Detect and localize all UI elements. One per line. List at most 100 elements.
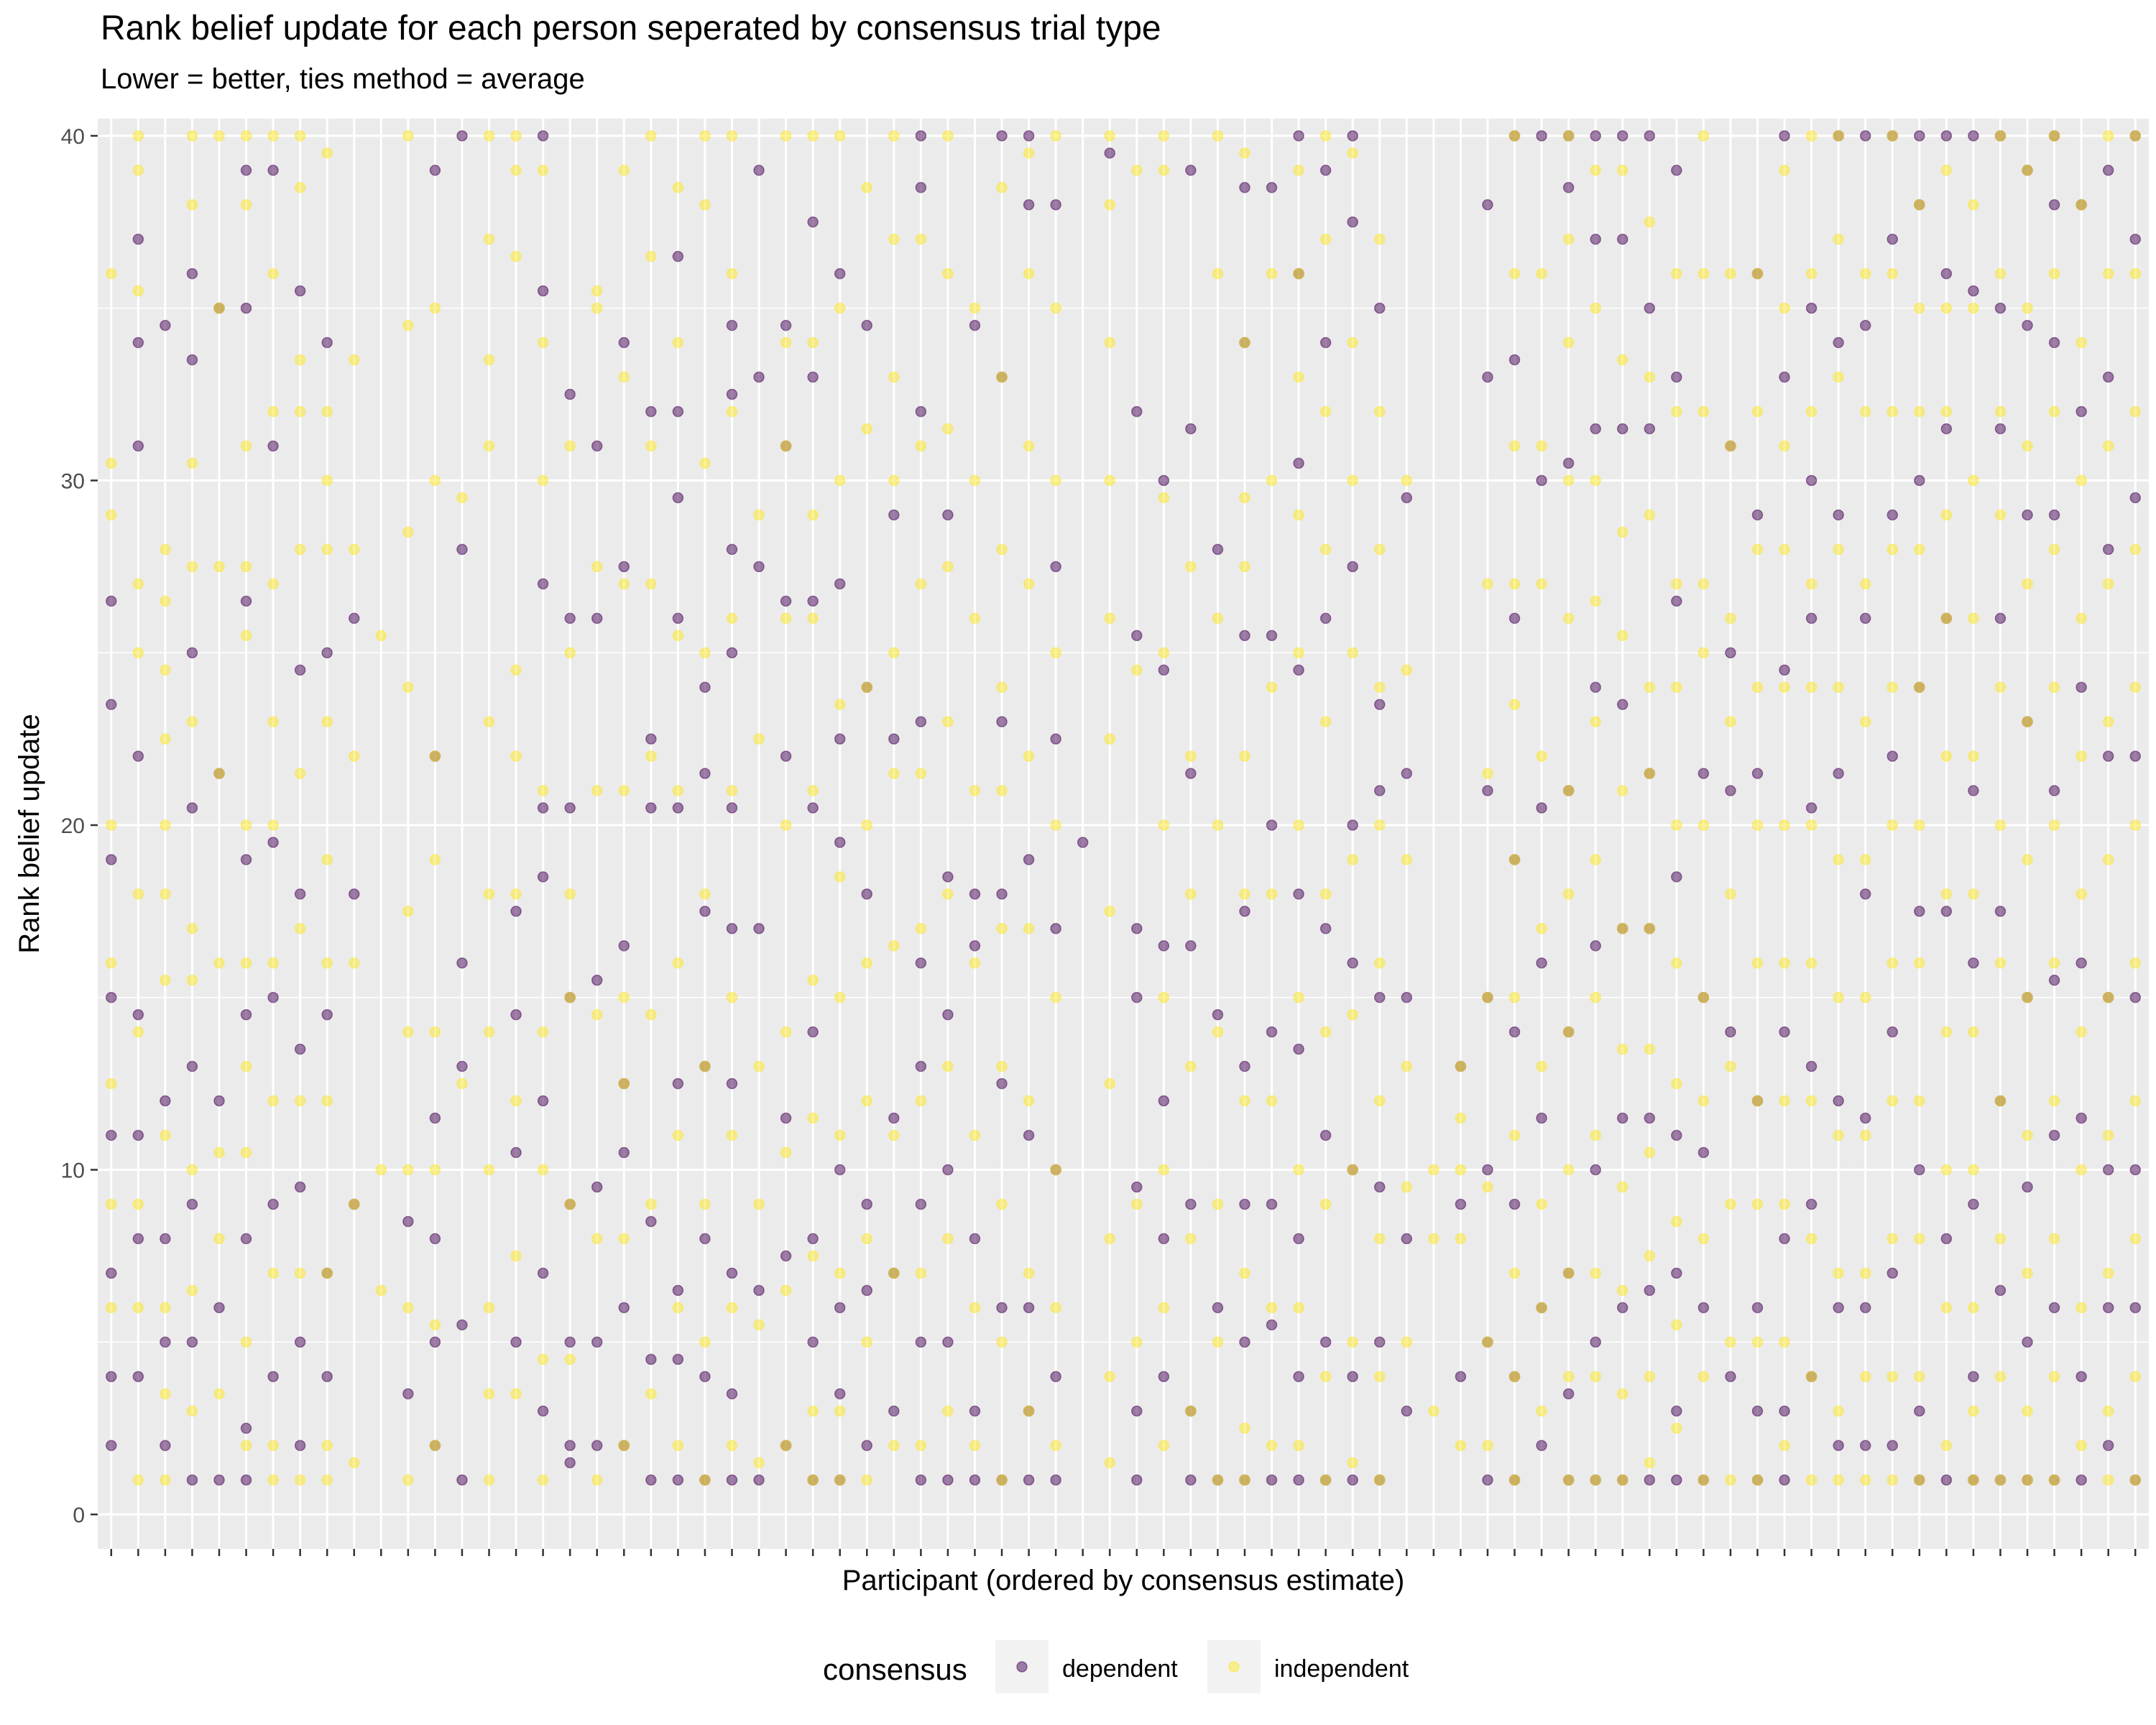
point-independent: [2048, 130, 2060, 142]
point-dependent: [888, 1112, 900, 1124]
point-independent: [699, 1336, 711, 1348]
point-dependent: [699, 1233, 711, 1245]
point-independent: [321, 1095, 333, 1107]
point-dependent: [618, 1146, 630, 1159]
point-dependent: [160, 319, 171, 331]
point-independent: [1239, 1267, 1250, 1279]
point-independent: [483, 1302, 495, 1314]
point-independent: [2022, 854, 2033, 865]
point-dependent: [186, 1198, 198, 1210]
point-dependent: [2102, 371, 2114, 383]
point-independent: [1508, 1129, 1521, 1141]
point-dependent: [1968, 785, 1979, 796]
point-dependent: [726, 923, 738, 934]
point-independent: [2102, 1267, 2114, 1279]
point-dependent: [2076, 1112, 2087, 1124]
point-independent: [1994, 957, 2007, 969]
point-independent: [160, 1302, 171, 1314]
point-dependent: [132, 440, 144, 452]
point-independent: [132, 647, 144, 659]
point-independent: [1536, 268, 1547, 280]
point-dependent: [564, 1440, 576, 1451]
point-independent: [1616, 1181, 1628, 1193]
point-dependent: [645, 1353, 657, 1366]
point-dependent: [834, 1164, 846, 1176]
point-independent: [1482, 578, 1493, 590]
point-independent: [349, 1198, 360, 1210]
point-independent: [1914, 1233, 1925, 1245]
point-dependent: [1859, 1302, 1871, 1314]
point-independent: [807, 336, 819, 349]
point-independent: [753, 1319, 765, 1331]
point-independent: [888, 768, 900, 779]
point-independent: [834, 130, 846, 142]
point-dependent: [240, 1008, 252, 1021]
point-dependent: [780, 319, 792, 331]
point-dependent: [1050, 1474, 1061, 1486]
point-independent: [2022, 1129, 2033, 1141]
point-independent: [1401, 474, 1413, 487]
point-independent: [1239, 336, 1250, 349]
point-independent: [1455, 1233, 1467, 1245]
point-dependent: [1401, 492, 1413, 504]
point-independent: [375, 1164, 387, 1176]
point-independent: [537, 165, 549, 176]
point-independent: [1859, 268, 1871, 280]
point-independent: [1616, 526, 1628, 538]
point-independent: [1319, 130, 1332, 142]
point-dependent: [591, 1440, 603, 1451]
point-dependent: [429, 1112, 441, 1124]
point-independent: [699, 888, 711, 900]
point-independent: [726, 1129, 738, 1141]
point-dependent: [537, 871, 549, 883]
point-independent: [1914, 957, 1925, 969]
point-independent: [1293, 1164, 1304, 1176]
point-independent: [834, 871, 846, 883]
point-independent: [267, 957, 279, 969]
point-independent: [321, 147, 333, 159]
point-independent: [1697, 578, 1710, 590]
point-independent: [1886, 405, 1898, 418]
point-independent: [1050, 1440, 1061, 1451]
point-dependent: [186, 1336, 198, 1348]
point-independent: [1751, 268, 1764, 280]
point-dependent: [1644, 302, 1656, 314]
point-dependent: [2129, 1164, 2141, 1176]
point-dependent: [807, 1336, 819, 1348]
point-independent: [915, 1267, 927, 1279]
point-dependent: [2048, 336, 2060, 349]
point-independent: [2048, 957, 2060, 969]
point-independent: [106, 1077, 117, 1090]
point-independent: [1536, 1405, 1547, 1417]
point-independent: [780, 1284, 792, 1297]
point-dependent: [1482, 199, 1493, 211]
point-independent: [186, 716, 198, 727]
point-dependent: [834, 1302, 846, 1314]
point-independent: [807, 1250, 819, 1262]
point-dependent: [1779, 1474, 1790, 1486]
point-dependent: [1347, 216, 1358, 228]
point-independent: [1158, 1440, 1170, 1451]
point-dependent: [807, 802, 819, 814]
point-dependent: [537, 578, 549, 590]
point-dependent: [1751, 509, 1764, 521]
point-independent: [106, 268, 117, 280]
point-dependent: [1671, 871, 1682, 883]
point-independent: [1671, 1077, 1682, 1090]
point-dependent: [915, 1474, 927, 1486]
point-independent: [402, 1026, 414, 1038]
y-tick-label: 20: [61, 814, 85, 838]
point-independent: [132, 578, 144, 590]
point-independent: [510, 1388, 522, 1399]
point-dependent: [1725, 647, 1736, 659]
point-dependent: [1347, 957, 1358, 969]
point-independent: [2076, 750, 2087, 762]
point-independent: [1859, 854, 1871, 865]
point-dependent: [1886, 1440, 1898, 1451]
point-dependent: [510, 906, 522, 917]
point-independent: [2076, 474, 2087, 487]
chart-subtitle: Lower = better, ties method = average: [101, 63, 585, 95]
point-independent: [349, 750, 360, 762]
point-dependent: [537, 130, 549, 142]
point-independent: [1158, 165, 1170, 176]
